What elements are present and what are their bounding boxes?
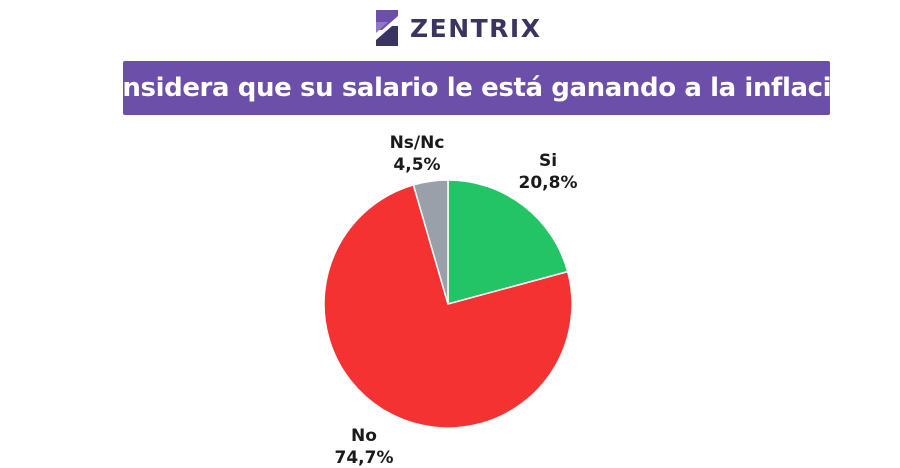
zentrix-logo-icon xyxy=(376,10,398,46)
slice-label-nsnc-value: 4,5% xyxy=(393,155,440,175)
title-bar: ¿Considera que su salario le está ganand… xyxy=(72,61,882,115)
pie-slice-nsnc xyxy=(412,179,449,305)
slice-label-si-name: Si xyxy=(539,151,557,171)
slice-label-nsnc-name: Ns/Nc xyxy=(390,133,445,153)
slice-label-no-value: 74,7% xyxy=(335,448,394,468)
pie-slices xyxy=(323,179,573,429)
brand-name: ZENTRIX xyxy=(410,13,542,43)
pie-slice-si xyxy=(447,179,569,305)
pie-slice-no xyxy=(323,183,573,429)
chart-title: ¿Considera que su salario le está ganand… xyxy=(71,73,882,103)
slice-label-si-value: 20,8% xyxy=(519,173,578,193)
slice-label-no-name: No xyxy=(351,426,377,446)
brand-logo: ZENTRIX xyxy=(372,6,542,50)
